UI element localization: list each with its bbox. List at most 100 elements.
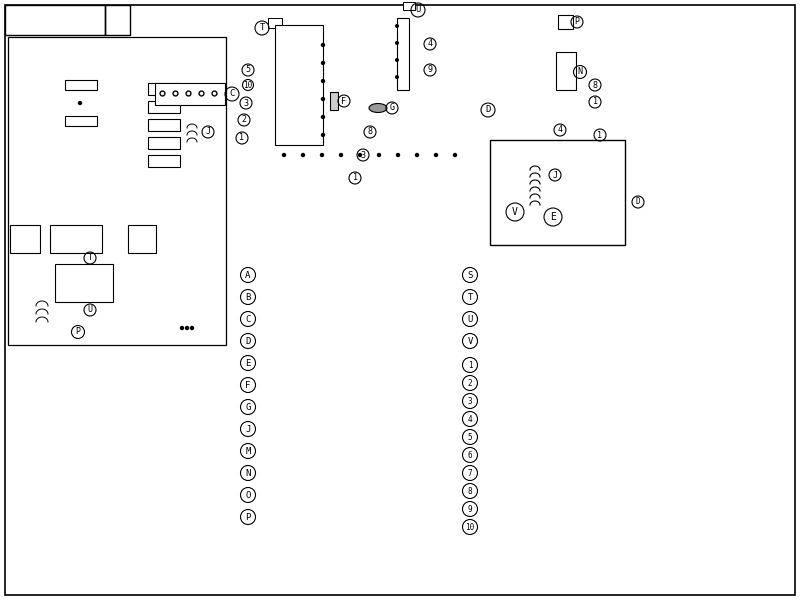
Text: 1: 1 <box>114 13 121 25</box>
Text: TEST POINT: TEST POINT <box>492 292 546 301</box>
Text: P: P <box>75 328 81 337</box>
Text: +  -: + - <box>472 255 494 264</box>
Circle shape <box>78 101 82 104</box>
Circle shape <box>322 61 325 64</box>
Bar <box>275 25 323 145</box>
Text: P3-1: P3-1 <box>411 74 428 80</box>
Text: YELLOW: YELLOW <box>492 415 524 424</box>
Text: C: C <box>246 314 250 323</box>
Text: J1: J1 <box>33 73 43 82</box>
Text: 4: 4 <box>558 125 562 134</box>
Circle shape <box>190 326 194 329</box>
Circle shape <box>322 115 325 118</box>
Text: CIRCUIT BOARD POWER: CIRCUIT BOARD POWER <box>270 337 372 346</box>
Circle shape <box>322 97 325 100</box>
Text: T: T <box>87 253 93 263</box>
Circle shape <box>396 76 398 78</box>
Circle shape <box>321 154 323 157</box>
Bar <box>105 5 130 35</box>
Text: 3A: 3A <box>69 76 79 85</box>
Text: P: P <box>574 17 579 26</box>
Text: 12V DC: 12V DC <box>454 268 486 277</box>
Text: ⚡: ⚡ <box>556 38 566 52</box>
Bar <box>148 101 180 113</box>
Text: V: V <box>512 207 518 217</box>
Text: A: A <box>246 271 250 280</box>
Text: ORANGE: ORANGE <box>492 523 524 532</box>
Text: P3-4: P3-4 <box>411 23 428 29</box>
Text: ⚡: ⚡ <box>472 280 480 290</box>
Text: J: J <box>553 170 558 179</box>
Text: P2: P2 <box>140 215 150 224</box>
Bar <box>65 80 97 90</box>
Text: J7: J7 <box>395 143 401 152</box>
Text: J8: J8 <box>151 121 160 130</box>
Text: J2: J2 <box>300 143 306 152</box>
Text: 1: 1 <box>593 97 598 107</box>
Text: C: C <box>230 89 234 98</box>
Text: J: J <box>246 425 250 433</box>
Text: E: E <box>246 358 250 367</box>
Circle shape <box>322 43 325 46</box>
Text: GREY: GREY <box>492 487 514 496</box>
Text: FUSE 5A: FUSE 5A <box>270 403 308 412</box>
Text: O: O <box>246 491 250 499</box>
Text: BLUE: BLUE <box>492 469 514 478</box>
Text: BURNER HOUSING: BURNER HOUSING <box>270 271 346 280</box>
Circle shape <box>322 133 325 136</box>
Text: P1-3: P1-3 <box>278 132 295 138</box>
Bar <box>50 225 102 253</box>
Text: A: A <box>612 235 618 244</box>
Text: 5: 5 <box>468 433 472 442</box>
Text: J9: J9 <box>151 139 160 148</box>
Text: 5: 5 <box>246 65 250 74</box>
Text: 385  05  64: 385 05 64 <box>12 13 90 25</box>
Bar <box>148 155 180 167</box>
Circle shape <box>378 154 381 157</box>
Ellipse shape <box>369 103 387 113</box>
Text: D: D <box>636 197 640 206</box>
Text: SOLENOID VALVE: SOLENOID VALVE <box>270 512 346 521</box>
Text: P1-5: P1-5 <box>278 96 295 102</box>
Text: ⚡: ⚡ <box>175 329 184 341</box>
Text: 12: 12 <box>138 234 146 240</box>
Text: E: E <box>550 212 556 222</box>
Text: B: B <box>246 292 250 301</box>
Text: 8: 8 <box>593 80 598 89</box>
Text: J7: J7 <box>151 103 160 112</box>
Text: RETAINER: RETAINER <box>270 491 313 499</box>
Text: TERMINAL BLOCK: TERMINAL BLOCK <box>492 271 567 280</box>
Text: 6: 6 <box>468 451 472 460</box>
Text: 10: 10 <box>466 523 474 532</box>
Text: L: L <box>22 60 28 70</box>
Text: D: D <box>486 106 490 115</box>
Circle shape <box>358 154 362 157</box>
Text: 1: 1 <box>239 133 245 142</box>
Text: 10: 10 <box>243 80 253 89</box>
Circle shape <box>302 154 305 157</box>
Circle shape <box>454 154 457 157</box>
Text: BLACK: BLACK <box>492 361 519 370</box>
Bar <box>403 2 415 10</box>
Circle shape <box>434 154 438 157</box>
Text: 123456: 123456 <box>63 234 89 240</box>
Text: U: U <box>415 5 421 14</box>
Text: 5A: 5A <box>69 112 79 121</box>
Text: M: M <box>246 446 250 455</box>
Text: DISPLAY
BOARD: DISPLAY BOARD <box>68 274 100 293</box>
Text: WHITE: WHITE <box>492 505 519 514</box>
Text: P: P <box>246 512 250 521</box>
Text: BROWN: BROWN <box>492 379 519 388</box>
Bar <box>155 83 225 105</box>
Text: J4: J4 <box>33 91 43 100</box>
Text: J4: J4 <box>338 143 344 152</box>
Text: THERMOCOUPLE: THERMOCOUPLE <box>492 337 557 346</box>
Text: P1-2: P1-2 <box>278 78 295 84</box>
Text: P1-4: P1-4 <box>278 60 295 66</box>
Text: 8: 8 <box>468 487 472 496</box>
Text: N: N <box>202 323 207 332</box>
Text: -
+: - + <box>558 62 563 82</box>
Bar <box>5 5 105 35</box>
Text: J5: J5 <box>33 109 43 118</box>
Circle shape <box>396 59 398 61</box>
